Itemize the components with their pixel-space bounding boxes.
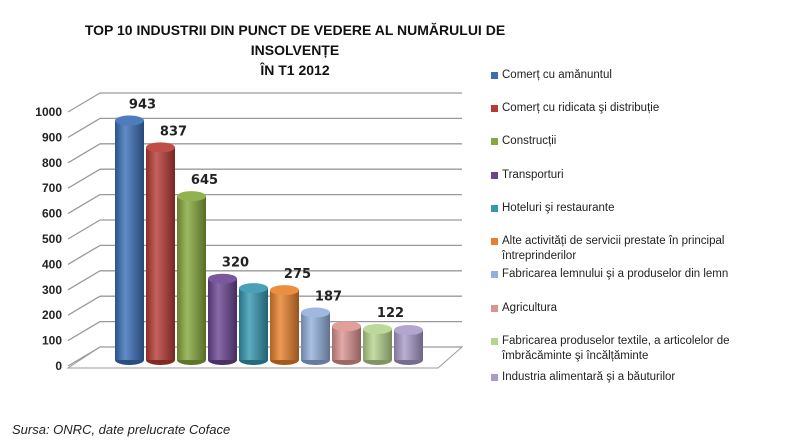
- y-axis-ticks: 0 100 200 300 400 500 600 700 800 900 1000: [35, 105, 62, 373]
- bar-body: [239, 288, 268, 360]
- legend-label: Industria alimentară şi a băuturilor: [502, 371, 676, 383]
- data-label: 943: [129, 97, 156, 112]
- bars: [115, 115, 423, 365]
- bar-top: [177, 191, 206, 202]
- bar: [177, 191, 206, 365]
- bar-top: [115, 115, 144, 126]
- gridline-side: [67, 143, 101, 164]
- y-tick-label: 500: [42, 232, 62, 246]
- legend-item: Comerț cu ridicata şi distribuție: [491, 101, 659, 116]
- legend-swatch: [491, 374, 498, 381]
- legend-label: Transporturi: [502, 169, 564, 181]
- bar-body: [301, 312, 330, 360]
- legend-item: Agricultura: [491, 301, 557, 316]
- y-tick-label: 300: [42, 283, 62, 297]
- gridline-side: [67, 270, 101, 291]
- y-tick-label: 700: [42, 181, 62, 195]
- chart-title-line-1: TOP 10 INDUSTRII DIN PUNCT DE VEDERE AL …: [84, 22, 506, 58]
- bar: [332, 321, 361, 365]
- bar-top: [301, 307, 330, 318]
- bar-top: [270, 285, 299, 296]
- gridline-side: [67, 346, 101, 367]
- legend-label: Fabricarea lemnului şi a produselor din …: [502, 268, 729, 280]
- legend-swatch: [491, 105, 498, 112]
- data-label: 837: [160, 124, 187, 139]
- legend-swatch: [491, 238, 498, 245]
- data-label: 320: [222, 256, 249, 271]
- legend-item: Industria alimentară şi a băuturilor: [491, 370, 675, 385]
- y-tick-label: 600: [42, 207, 62, 221]
- legend-item: Fabricarea lemnului şi a produselor din …: [491, 267, 728, 282]
- legend-label: Agricultura: [502, 302, 557, 314]
- data-label: 122: [377, 306, 404, 321]
- legend-item: Hoteluri şi restaurante: [491, 201, 615, 216]
- data-labels: 943 837 645 320 275 187 122: [129, 97, 404, 321]
- gridline-side: [67, 117, 101, 138]
- chart-title-line-2: ÎN T1 2012: [260, 62, 330, 78]
- y-tick-label: 800: [42, 156, 62, 170]
- y-tick-label: 900: [42, 130, 62, 144]
- bar-body: [146, 147, 175, 360]
- legend-label: Construcții: [502, 135, 557, 147]
- y-tick-label: 200: [42, 308, 62, 322]
- bar-body: [115, 120, 144, 360]
- legend-item: Transporturi: [491, 168, 564, 183]
- bar: [394, 325, 423, 365]
- legend-swatch: [491, 271, 498, 278]
- bar-body: [332, 326, 361, 360]
- bar-body: [208, 278, 237, 360]
- data-label: 275: [284, 267, 311, 282]
- legend-item: Alte activități de servicii prestate în …: [491, 234, 781, 264]
- bar-top: [363, 324, 392, 335]
- bar-top: [332, 321, 361, 332]
- bar: [239, 283, 268, 365]
- bar: [146, 142, 175, 365]
- legend-swatch: [491, 172, 498, 179]
- bar-body: [177, 196, 206, 360]
- bar: [270, 285, 299, 365]
- legend-label: Alte activități de servicii prestate în …: [502, 235, 725, 262]
- bar: [208, 273, 237, 365]
- y-tick-label: 100: [42, 334, 62, 348]
- gridline-side: [67, 295, 101, 316]
- y-tick-label: 400: [42, 257, 62, 271]
- legend-swatch: [491, 338, 498, 345]
- chart-title: TOP 10 INDUSTRII DIN PUNCT DE VEDERE AL …: [60, 20, 530, 80]
- y-tick-label: 1000: [35, 105, 62, 119]
- bar: [301, 307, 330, 365]
- y-tick-label: 0: [55, 359, 62, 373]
- gridline-side: [67, 321, 101, 342]
- legend-label: Comerț cu amănuntul: [502, 69, 612, 81]
- data-label: 645: [191, 173, 218, 188]
- data-label: 187: [315, 290, 342, 305]
- bar-body: [363, 329, 392, 360]
- bar: [363, 324, 392, 365]
- bar-top: [146, 142, 175, 153]
- legend-swatch: [491, 205, 498, 212]
- legend-swatch: [491, 138, 498, 145]
- source-note: Sursa: ONRC, date prelucrate Coface: [12, 422, 231, 437]
- gridline-side: [67, 219, 101, 240]
- gridline-side: [67, 244, 101, 265]
- gridline-side: [67, 92, 101, 113]
- legend-item: Comerț cu amănuntul: [491, 68, 612, 83]
- legend-swatch: [491, 305, 498, 312]
- bar-top: [208, 273, 237, 284]
- bar-top: [239, 283, 268, 294]
- gridline-side: [67, 194, 101, 215]
- bar-top: [394, 325, 423, 336]
- legend-item: Construcții: [491, 134, 556, 149]
- legend-label: Hoteluri şi restaurante: [502, 202, 615, 214]
- bar-body: [270, 290, 299, 360]
- legend-item: Fabricarea produselor textile, a articol…: [491, 334, 781, 364]
- bar: [115, 115, 144, 365]
- gridline-side: [67, 168, 101, 189]
- legend-label: Fabricarea produselor textile, a articol…: [502, 335, 730, 362]
- legend-label: Comerț cu ridicata şi distribuție: [502, 102, 660, 114]
- legend-swatch: [491, 72, 498, 79]
